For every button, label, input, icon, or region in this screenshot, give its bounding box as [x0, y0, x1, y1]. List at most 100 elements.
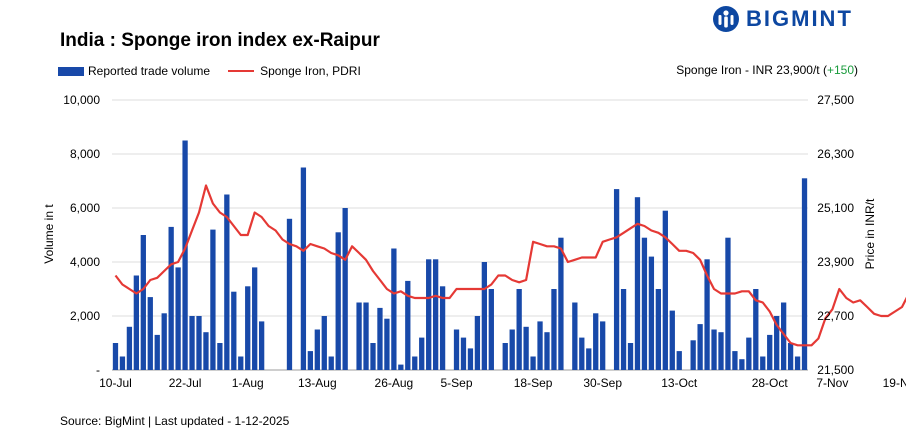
volume-bar — [774, 316, 780, 370]
volume-bar — [112, 343, 119, 370]
volume-bar — [572, 302, 578, 370]
latest-price-text: Sponge Iron - INR 23,900/t ( — [676, 63, 827, 77]
volume-bar — [238, 356, 244, 370]
volume-bar — [342, 208, 348, 370]
y-axis-ticks: - 2,000 4,000 6,000 8,000 10,000 — [63, 93, 100, 377]
volume-bar — [203, 332, 209, 370]
legend-label-price: Sponge Iron, PDRI — [260, 64, 361, 78]
volume-bar — [300, 167, 307, 370]
volume-bar — [412, 356, 418, 370]
volume-bar — [168, 226, 174, 370]
x-tick-label: 19-Nov — [883, 376, 906, 390]
volume-bar — [746, 337, 752, 370]
volume-bar — [725, 237, 731, 370]
volume-bar — [794, 356, 801, 370]
volume-bar — [655, 289, 662, 370]
legend-item-volume: Reported trade volume — [58, 64, 210, 78]
brand-name: BIGMINT — [746, 6, 853, 31]
volume-bar — [801, 178, 808, 370]
volume-bar — [600, 321, 606, 370]
x-tick-label: 22-Jul — [169, 376, 202, 390]
volume-bar — [119, 356, 126, 370]
volume-bar — [377, 307, 383, 370]
volume-bars — [112, 140, 808, 370]
volume-bar — [182, 140, 188, 370]
volume-bar — [363, 302, 369, 370]
volume-bar — [321, 316, 327, 370]
x-tick-label: 26-Aug — [375, 376, 414, 390]
volume-bar — [516, 289, 522, 370]
volume-bar — [669, 310, 675, 370]
volume-bar — [620, 289, 627, 370]
volume-bar — [718, 332, 724, 370]
volume-bar — [453, 329, 460, 370]
x-tick-label: 28-Oct — [752, 376, 789, 390]
latest-price-change: +150 — [826, 63, 854, 77]
volume-bar — [328, 356, 334, 370]
x-tick-label: 7-Nov — [816, 376, 848, 390]
volume-bar — [231, 291, 237, 370]
volume-bar — [391, 248, 397, 370]
bigmint-logo-icon — [713, 6, 739, 32]
volume-bar — [509, 329, 515, 370]
volume-bar — [760, 356, 766, 370]
legend-item-price: Sponge Iron, PDRI — [228, 64, 361, 78]
volume-bar — [307, 351, 314, 370]
volume-bar — [586, 348, 592, 370]
volume-bar — [133, 275, 140, 370]
volume-bar — [370, 343, 376, 370]
volume-bar — [356, 302, 362, 370]
volume-bar — [787, 343, 794, 370]
volume-bar — [732, 351, 738, 370]
volume-bar — [161, 313, 167, 370]
gridlines — [112, 99, 808, 371]
x-tick-label: 10-Jul — [99, 376, 132, 390]
volume-bar — [432, 259, 439, 370]
volume-bar — [523, 326, 529, 370]
volume-bar — [258, 321, 265, 370]
chart-title: India : Sponge iron index ex-Raipur — [60, 30, 380, 51]
volume-bar — [426, 259, 432, 370]
y2-tick-label: 25,100 — [817, 201, 854, 215]
source-note: Source: BigMint | Last updated - 1-12-20… — [60, 414, 290, 428]
volume-bar — [460, 337, 467, 370]
volume-bar — [593, 313, 599, 370]
volume-bar — [384, 318, 390, 370]
y2-axis-ticks: 21,500 22,700 23,900 25,100 26,300 27,500 — [817, 93, 854, 377]
volume-bar — [676, 351, 682, 370]
volume-bar — [154, 334, 160, 370]
volume-bar — [419, 337, 425, 370]
volume-bar — [544, 332, 550, 370]
volume-bar — [196, 316, 202, 370]
volume-bar — [627, 343, 634, 370]
y2-tick-label: 21,500 — [817, 363, 854, 377]
legend-swatch-volume — [58, 66, 84, 76]
volume-bar — [697, 324, 703, 370]
latest-price-suffix: ) — [854, 63, 858, 77]
volume-bar — [690, 340, 696, 370]
volume-bar — [405, 280, 411, 370]
volume-bar — [530, 356, 536, 370]
y2-tick-label: 26,300 — [817, 147, 854, 161]
y2-tick-label: 22,700 — [817, 309, 854, 323]
x-tick-label: 13-Aug — [298, 376, 337, 390]
volume-bar — [252, 267, 258, 370]
volume-bar — [767, 334, 773, 370]
volume-bar — [634, 197, 641, 370]
volume-bar — [551, 289, 557, 370]
volume-bar — [286, 218, 293, 370]
latest-price-note: Sponge Iron - INR 23,900/t (+150) — [676, 63, 858, 77]
volume-bar — [224, 194, 230, 370]
volume-bar — [314, 329, 320, 370]
y2-tick-label: 23,900 — [817, 255, 854, 269]
x-tick-label: 13-Oct — [661, 376, 698, 390]
volume-bar — [488, 289, 494, 370]
y2-tick-label: 27,500 — [817, 93, 854, 107]
y-tick-label: - — [96, 363, 100, 377]
volume-bar — [189, 316, 195, 370]
volume-bar — [753, 289, 759, 370]
x-axis-ticks: 10-Jul 22-Jul 1-Aug 13-Aug 26-Aug 5-Sep 18-Sep… — [99, 376, 906, 390]
volume-bar — [537, 321, 543, 370]
volume-bar — [641, 237, 648, 370]
